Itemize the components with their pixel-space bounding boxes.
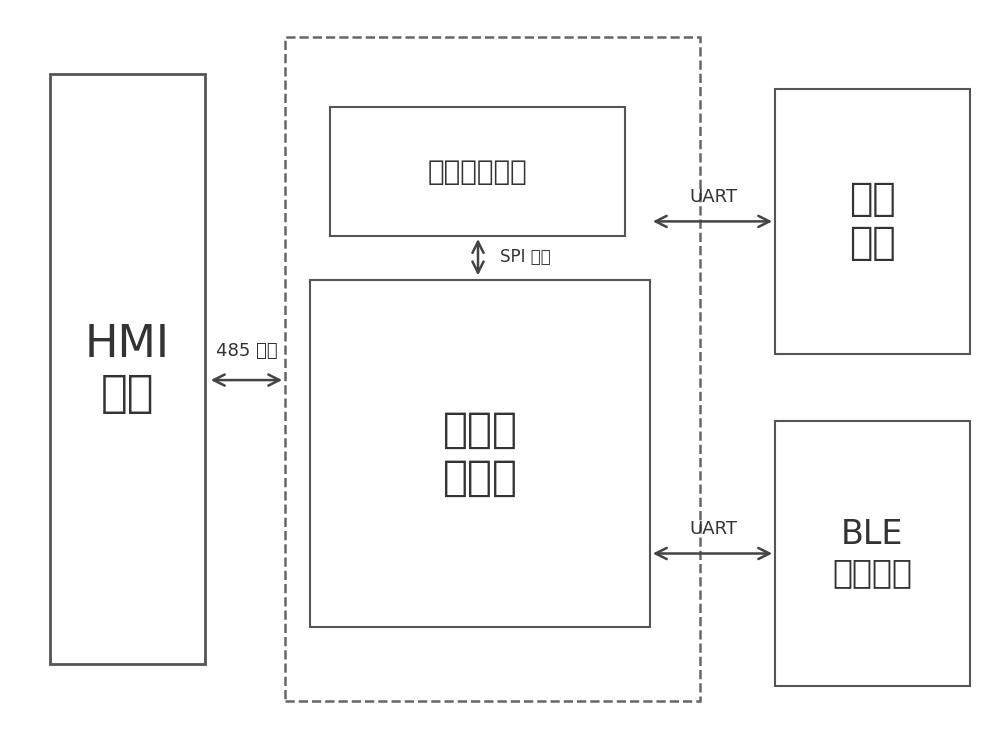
Bar bbox=[285, 37, 700, 701]
Bar bbox=[775, 89, 970, 354]
Text: BLE
通讯模块: BLE 通讯模块 bbox=[832, 518, 912, 589]
Bar bbox=[50, 74, 205, 664]
Text: 业务逻
辑模块: 业务逻 辑模块 bbox=[442, 409, 518, 499]
Bar bbox=[310, 280, 650, 627]
Text: 安全加密模块: 安全加密模块 bbox=[428, 158, 527, 185]
Text: SPI 总线: SPI 总线 bbox=[500, 248, 550, 266]
Bar bbox=[775, 421, 970, 686]
Text: HMI
模块: HMI 模块 bbox=[85, 323, 170, 415]
Text: 传输
模块: 传输 模块 bbox=[849, 180, 896, 263]
Bar bbox=[330, 107, 625, 236]
Text: UART: UART bbox=[689, 188, 737, 206]
Text: 485 总线: 485 总线 bbox=[216, 342, 278, 359]
Text: UART: UART bbox=[689, 520, 737, 538]
